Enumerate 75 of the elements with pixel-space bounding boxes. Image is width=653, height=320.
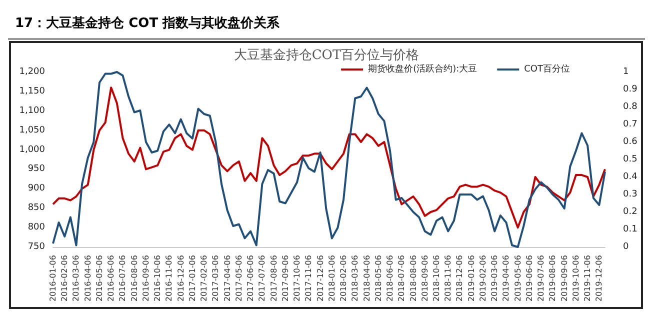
y2-tick-label: 0.3 (623, 190, 638, 200)
x-tick-label: 2018-11-06 (444, 255, 453, 302)
x-tick-label: 2018-09-06 (420, 255, 430, 302)
legend-label: COT百分位 (524, 64, 570, 74)
x-tick-label: 2016-10-06 (153, 255, 162, 302)
chart-subtitle: 大豆基金持仓COT百分位与价格 (234, 48, 420, 63)
x-tick-label: 2017-02-06 (200, 255, 209, 302)
x-tick-label: 2018-05-06 (374, 255, 383, 302)
x-tick-label: 2019-07-06 (536, 255, 546, 302)
y-tick-label: 950 (28, 164, 46, 174)
y-tick-label: 850 (28, 203, 46, 214)
chart-title: 17：大豆基金持仓 COT 指数与其收盘价关系 (15, 15, 281, 31)
y-tick-label: 1,100 (19, 106, 46, 116)
y2-tick-label: 0.9 (623, 84, 638, 94)
x-tick-label: 2017-10-06 (292, 255, 302, 302)
y2-tick-label: 0.6 (623, 137, 638, 147)
x-tick-label: 2016-06-06 (106, 255, 116, 302)
y-tick-label: 1,200 (19, 67, 46, 77)
x-tick-label: 2016-12-06 (176, 255, 186, 302)
x-tick-label: 2019-08-06 (548, 255, 558, 302)
x-tick-label: 2018-12-06 (455, 255, 464, 302)
y2-tick-label: 0 (623, 242, 629, 252)
x-tick-label: 2018-10-06 (432, 255, 441, 302)
x-tick-label: 2016-03-06 (72, 255, 81, 302)
y2-tick-label: 0.1 (623, 224, 638, 234)
y-tick-label: 1,150 (19, 86, 46, 96)
x-tick-label: 2017-07-06 (258, 255, 267, 302)
x-tick-label: 2017-11-06 (304, 255, 314, 302)
x-tick-label: 2016-02-06 (60, 255, 70, 302)
x-tick-label: 2019-01-06 (466, 255, 476, 302)
y2-tick-label: 1 (623, 67, 629, 77)
y-tick-label: 750 (28, 242, 46, 252)
x-tick-label: 2017-09-06 (280, 255, 290, 302)
y-tick-label: 900 (28, 184, 46, 194)
y2-tick-label: 0.2 (623, 207, 638, 217)
x-tick-label: 2016-08-06 (130, 255, 139, 302)
x-tick-label: 2018-02-06 (339, 255, 348, 302)
legend-label: 期货收盘价(活跃合约):大豆 (368, 64, 478, 74)
x-tick-label: 2019-03-06 (490, 255, 500, 302)
x-tick-label: 2019-11-06 (583, 255, 592, 302)
x-tick-label: 2019-04-06 (502, 255, 511, 302)
x-tick-label: 2018-03-06 (350, 255, 360, 302)
line-series (52, 86, 606, 229)
x-tick-label: 2019-05-06 (513, 255, 522, 302)
x-tick-label: 2018-08-06 (408, 255, 418, 302)
x-tick-label: 2017-12-06 (316, 255, 325, 302)
x-tick-label: 2016-07-06 (118, 255, 128, 302)
x-tick-label: 2017-05-06 (234, 255, 244, 302)
x-tick-label: 2018-06-06 (386, 255, 395, 302)
x-tick-label: 2019-12-06 (594, 255, 604, 302)
y2-tick-label: 0.5 (623, 154, 638, 164)
y2-tick-label: 0.8 (623, 102, 638, 112)
x-tick-label: 2019-02-06 (478, 255, 488, 302)
x-tick-label: 2018-01-06 (327, 255, 336, 302)
x-tick-label: 2017-04-06 (222, 255, 232, 302)
x-tick-label: 2018-07-06 (397, 255, 406, 302)
x-tick-label: 2019-10-06 (571, 255, 580, 302)
x-tick-label: 2016-01-06 (48, 255, 58, 302)
x-tick-label: 2016-11-06 (164, 255, 174, 302)
line-series (52, 71, 606, 248)
x-tick-label: 2017-01-06 (188, 255, 197, 302)
y2-tick-label: 0.4 (623, 172, 638, 182)
x-tick-label: 2019-09-06 (560, 255, 569, 302)
x-tick-label: 2017-03-06 (211, 255, 220, 302)
x-tick-label: 2019-06-06 (524, 255, 534, 302)
y-tick-label: 800 (28, 222, 46, 233)
x-tick-label: 2018-04-06 (362, 255, 372, 302)
x-tick-label: 2017-08-06 (269, 255, 278, 302)
x-tick-label: 2016-05-06 (94, 255, 104, 302)
y-tick-label: 1,050 (19, 125, 46, 136)
y2-tick-label: 0.7 (623, 120, 638, 130)
x-tick-label: 2017-06-06 (246, 255, 256, 302)
y-tick-label: 1,000 (19, 144, 46, 155)
x-tick-label: 2016-04-06 (83, 255, 92, 302)
x-tick-label: 2016-09-06 (141, 255, 150, 302)
